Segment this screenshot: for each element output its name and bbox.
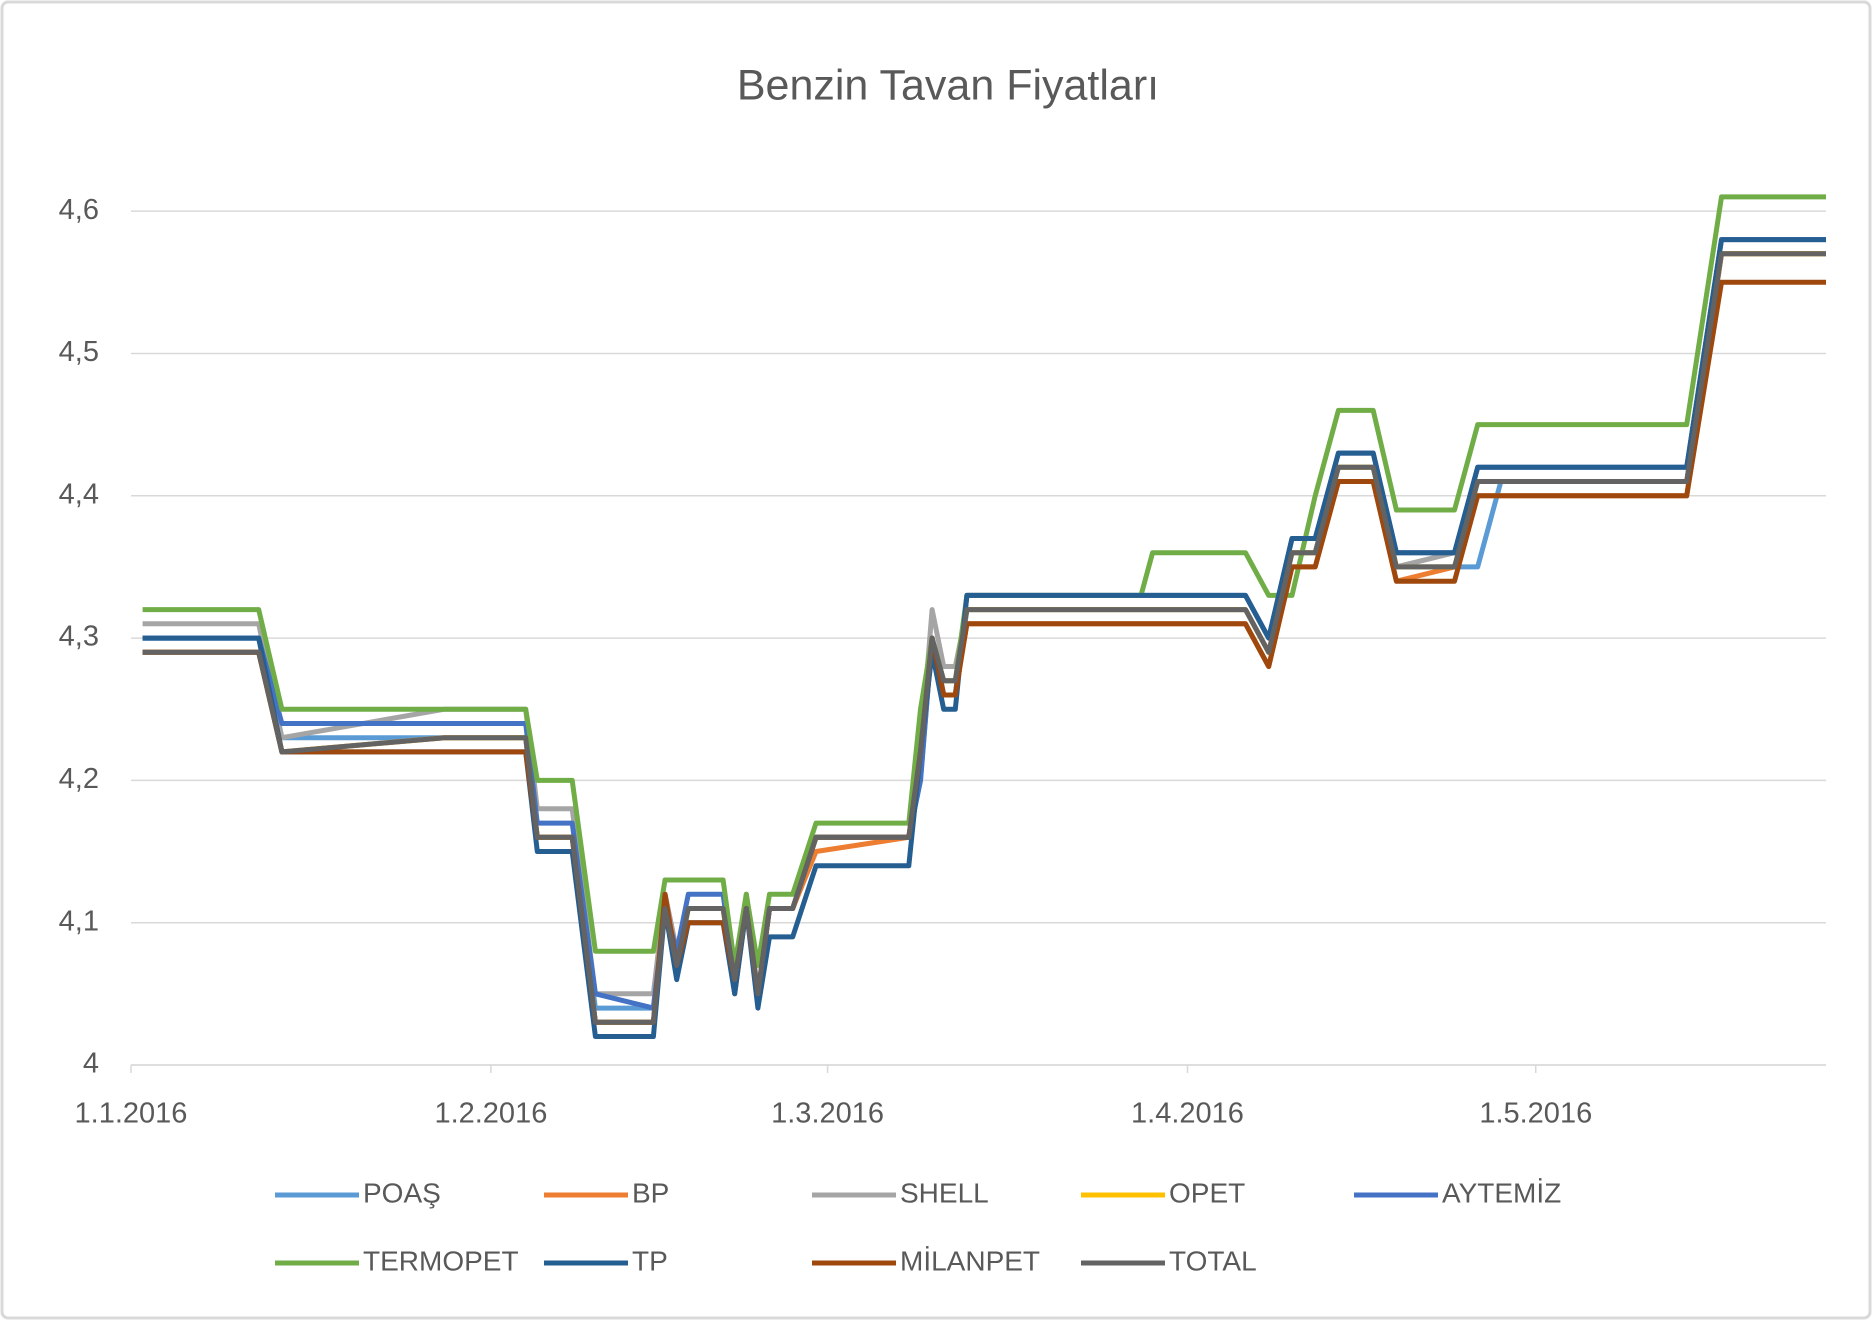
y-tick-label: 4,4: [59, 478, 99, 510]
legend-label: TP: [632, 1245, 668, 1276]
series-line: [142, 194, 1826, 968]
y-tick-label: 4,1: [59, 905, 99, 937]
legend-label: POAŞ: [363, 1177, 441, 1208]
y-tick-label: 4,2: [59, 763, 99, 795]
x-tick-label: 1.3.2016: [771, 1098, 884, 1130]
x-tick-label: 1.4.2016: [1131, 1098, 1244, 1130]
legend-label: MİLANPET: [900, 1245, 1040, 1276]
legend-label: BP: [632, 1177, 669, 1208]
y-tick-label: 4,5: [59, 336, 99, 368]
y-tick-label: 4,3: [59, 621, 99, 653]
x-tick-label: 1.5.2016: [1479, 1098, 1592, 1130]
chart-title: Benzin Tavan Fiyatları: [737, 61, 1159, 109]
x-tick-label: 1.1.2016: [75, 1098, 188, 1130]
legend-label: TOTAL: [1169, 1245, 1257, 1276]
y-tick-label: 4: [83, 1048, 99, 1080]
y-tick-label: 4,6: [59, 194, 99, 226]
series-line: [142, 251, 1826, 1025]
legend-label: TERMOPET: [363, 1245, 519, 1276]
x-tick-label: 1.2.2016: [434, 1098, 547, 1130]
legend-label: AYTEMİZ: [1442, 1177, 1561, 1208]
legend-label: OPET: [1169, 1177, 1245, 1208]
legend-label: SHELL: [900, 1177, 989, 1208]
